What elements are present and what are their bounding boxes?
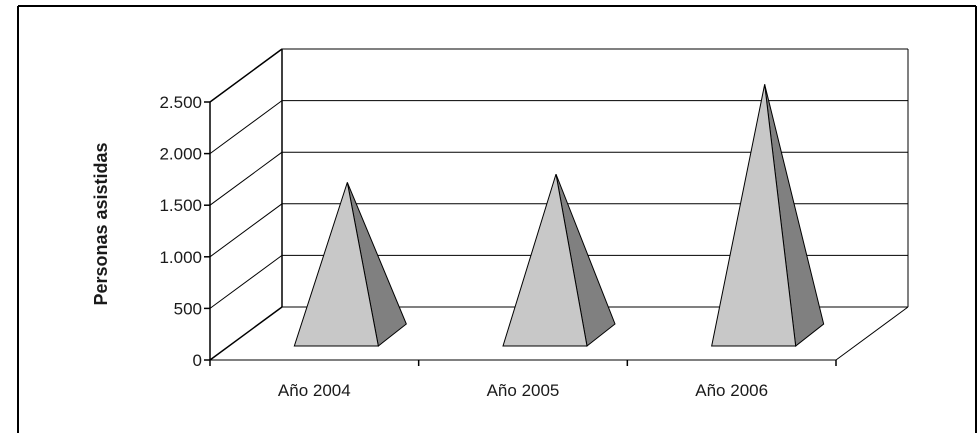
pyramid-front-face xyxy=(502,173,588,347)
y-tick-label: 0 xyxy=(193,351,202,370)
x-axis-ticks: Año 2004 Año 2005 Año 2006 xyxy=(209,360,837,400)
y-tick-label: 1.000 xyxy=(159,248,202,267)
pyramid-series xyxy=(293,84,825,347)
y-tick-label: 2.000 xyxy=(159,145,202,164)
x-tick-label: Año 2005 xyxy=(487,381,560,400)
floor-left-edge xyxy=(209,306,283,361)
gridline-side xyxy=(209,203,283,258)
gridline-side xyxy=(209,254,283,309)
gridline-side xyxy=(209,48,283,103)
pyramid-a-o-2004 xyxy=(293,182,407,347)
y-axis-ticks: 0 500 1.000 1.500 2.000 2.500 xyxy=(159,93,210,370)
pyramid-a-o-2005 xyxy=(502,173,616,347)
y-tick-label: 500 xyxy=(174,299,202,318)
x-tick-label: Año 2004 xyxy=(278,381,351,400)
y-axis-title: Personas asistidas xyxy=(91,142,111,305)
pyramid-front-face xyxy=(293,182,379,347)
y-tick-label: 2.500 xyxy=(159,93,202,112)
gridline-side xyxy=(209,151,283,206)
floor-right-edge xyxy=(835,306,909,361)
pyramid-a-o-2006 xyxy=(711,84,825,347)
y-tick-label: 1.500 xyxy=(159,196,202,215)
pyramid-front-face xyxy=(711,84,797,347)
x-tick-label: Año 2006 xyxy=(695,381,768,400)
gridline-side xyxy=(209,100,283,155)
